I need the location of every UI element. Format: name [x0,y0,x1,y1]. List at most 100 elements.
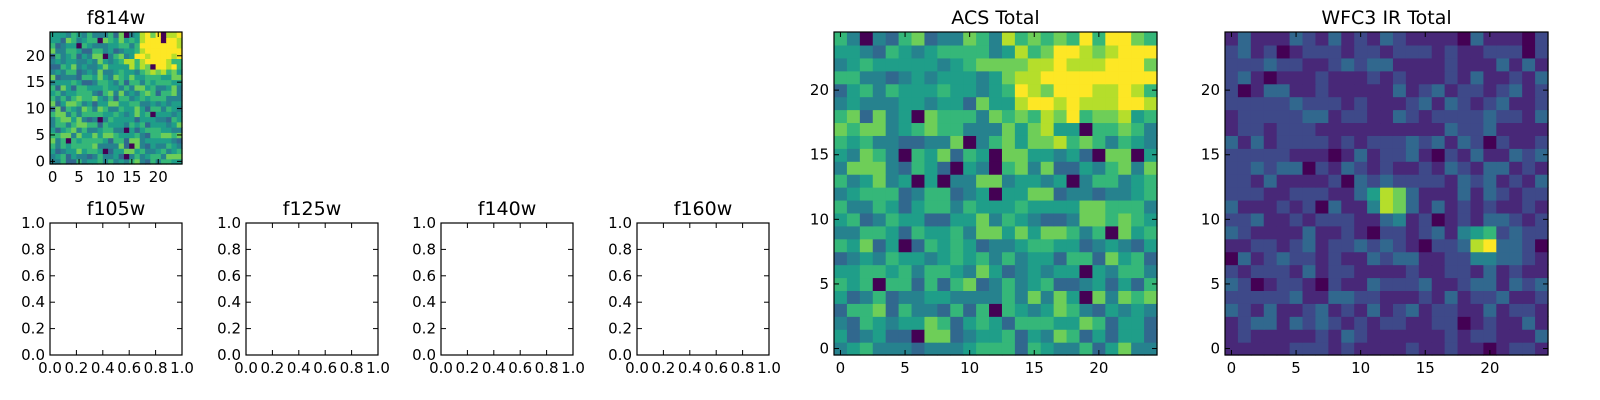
heatmap-cell [1457,238,1472,253]
heatmap-cell [1367,187,1381,201]
heatmap-cell [1405,225,1420,240]
heatmap-cell [1380,225,1394,240]
heatmap-cell [139,116,146,123]
heatmap-cell [155,137,162,144]
heatmap-cell [134,105,141,112]
heatmap-cell [1315,96,1329,111]
heatmap-cell [911,70,926,85]
y-tick-label-f160w: 1.0 [608,214,632,232]
heatmap-cell [1367,135,1381,149]
heatmap-cell [176,58,183,65]
heatmap-cell [924,57,938,72]
heatmap-cell [1001,44,1016,59]
heatmap-cell [963,212,977,227]
heatmap-cell [129,132,136,139]
heatmap-cell [1431,225,1446,240]
heatmap-cell [145,58,151,65]
heatmap-cell [1079,212,1093,227]
heatmap-cell [1457,277,1472,291]
heatmap-cell [1457,316,1472,330]
heatmap-cell [963,264,977,279]
heatmap-cell [1250,187,1265,201]
heatmap-cell [1131,238,1145,253]
heatmap-cell [1144,264,1158,279]
heatmap-cell [976,303,990,317]
heatmap-cell [1315,251,1329,266]
ticks-f125w: 0.0 0.2 0.4 0.6 0.8 1.00.00.20.40.60.81.0 [217,214,390,377]
heatmap-cell [1289,96,1304,111]
heatmap-cell [118,74,125,81]
heatmap-cell [108,153,114,160]
heatmap-cell [1092,212,1106,227]
heatmap-cell [1315,238,1329,253]
heatmap-cell [171,158,178,165]
heatmap-cell [55,53,62,59]
heatmap-cell [1040,96,1055,111]
heatmap-cell [1380,277,1394,291]
heatmap-cell [1328,148,1342,162]
heatmap-cell [97,111,104,118]
heatmap-cell [1053,44,1068,59]
x-tick-label-f814w: 0 [48,168,58,186]
heatmap-cell [1302,251,1317,266]
heatmap-cell [1131,303,1145,317]
heatmap-cell [92,121,99,128]
heatmap-cell [108,84,114,91]
heatmap-cell [171,63,178,70]
heatmap-cell [911,316,926,330]
heatmap-cell [834,44,848,59]
heatmap-cell [898,238,913,253]
heatmap-cell [1444,135,1459,149]
heatmap-cell [846,70,861,85]
heatmap-cell [1315,290,1329,304]
heatmap-cell [129,105,136,112]
heatmap-cell [1483,303,1497,317]
heatmap-cell [872,187,887,201]
heatmap-cell [129,111,136,118]
y-tick-label-f140w: 0.6 [412,267,436,285]
heatmap-cell [1509,70,1523,85]
heatmap-cell [1105,329,1119,343]
panel-f160w: f160w 0.0 0.2 0.4 0.6 0.8 1.00.00.20.40.60.81… [608,198,781,377]
heatmap-cell [102,47,109,54]
heatmap-cell [834,251,848,266]
heatmap-cell [1431,251,1446,266]
heatmap-cell [1131,329,1145,343]
heatmap-cell [1535,316,1549,330]
heatmap-cell [1354,277,1368,291]
heatmap-cell [1302,264,1317,279]
heatmap-cell [1354,109,1368,124]
heatmap-cell [1092,122,1106,136]
heatmap-cell [118,47,125,54]
axes-frame-wfc3-ir-total [1224,31,1549,356]
heatmap-cell [846,238,861,253]
heatmap-cell [1014,225,1029,240]
heatmap-cell [924,238,938,253]
heatmap-cell [160,53,167,59]
heatmap-cell [118,79,125,86]
heatmap-cell [1225,187,1239,201]
heatmap-cell [1250,161,1265,175]
heatmap-cell [150,127,157,133]
heatmap-cell [1328,135,1342,149]
heatmap-cell [898,109,913,124]
heatmap-cell [885,264,900,279]
heatmap-cell [1225,264,1239,279]
heatmap-cell [86,158,93,165]
heatmap-cell [76,63,83,70]
heatmap-cell [60,95,67,102]
heatmap-cell [989,342,1003,356]
heatmap-cell [102,68,109,75]
heatmap-cell [113,127,120,133]
heatmap-cell [123,100,130,107]
heatmap-cell [1535,96,1549,111]
heatmap-cell [1131,148,1145,162]
heatmap-cell [1328,199,1342,214]
heatmap-cell [846,135,861,149]
heatmap-cell [1405,57,1420,72]
heatmap-cell [976,57,990,72]
heatmap-cell [171,32,178,38]
heatmap-cell [1225,225,1239,240]
heatmap-cell [989,70,1003,85]
heatmap-cell [150,63,157,70]
